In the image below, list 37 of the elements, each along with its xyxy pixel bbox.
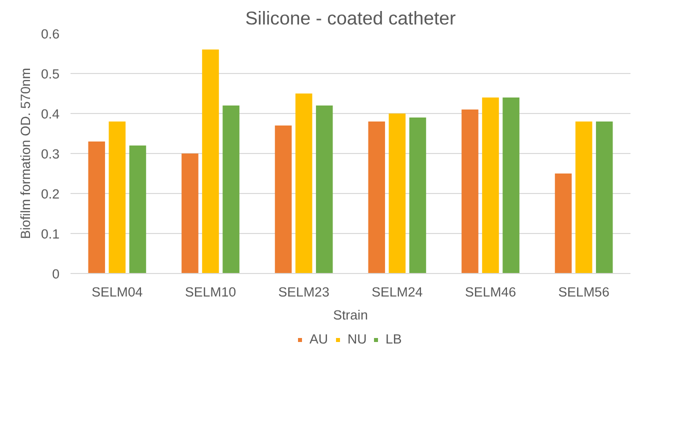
x-tick-label: SELM04 [92,284,144,300]
y-tick-label: 0.5 [40,66,60,82]
bar [222,106,240,274]
bar [596,122,613,274]
y-tick-label: 0 [52,266,60,282]
bar [482,98,499,274]
bar [182,154,198,274]
legend-label: AU [310,332,330,346]
x-tick-label: SELM56 [558,284,610,300]
x-tick-label: SELM10 [184,284,236,300]
bar [554,174,572,274]
legend-label: NU [348,332,368,346]
x-tick-label: SELM23 [278,284,330,300]
y-tick-label: 0.2 [40,186,60,202]
bar [462,110,478,274]
bar [316,106,333,274]
bar [202,50,219,274]
bar [108,122,126,274]
bar [575,122,592,274]
bar [295,94,312,274]
x-tick-label: SELM46 [464,284,516,300]
bar [368,122,386,274]
legend-label: LB [386,332,403,346]
bar [502,98,520,274]
bar [88,142,106,274]
bar [388,114,406,274]
y-tick-label: 0.1 [40,226,60,242]
x-axis-title: Strain [333,308,368,322]
y-tick-label: 0.4 [40,106,60,122]
bar [129,146,146,274]
chart-title: Silicone - coated catheter [245,8,456,28]
bar [274,126,292,274]
x-tick-label: SELM24 [372,284,424,300]
y-axis-title: Biofilm formation OD. 570nm [18,68,33,240]
bar [409,118,426,274]
y-tick-label: 0.6 [40,26,60,42]
y-tick-label: 0.3 [40,146,60,162]
